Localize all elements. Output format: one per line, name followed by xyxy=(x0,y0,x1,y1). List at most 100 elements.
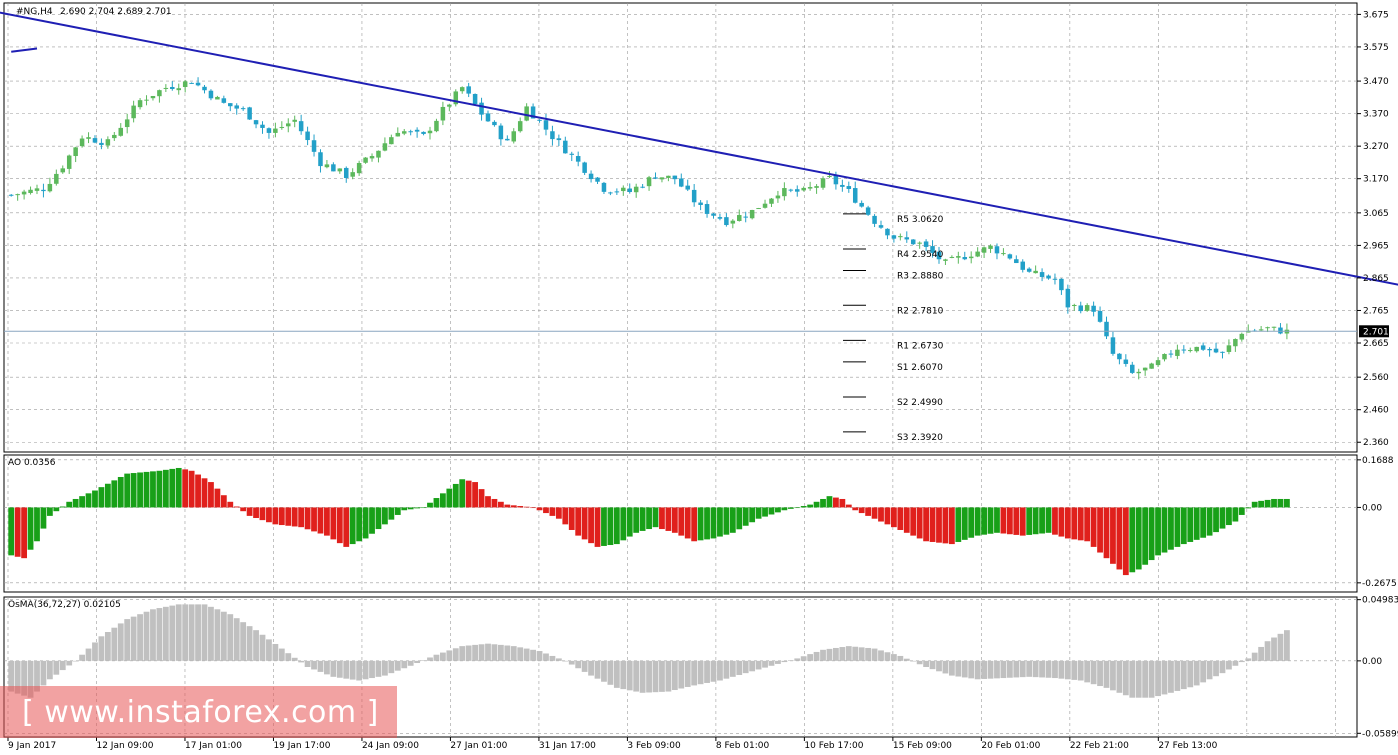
x-tick-label: 22 Feb 21:00 xyxy=(1070,741,1129,751)
ao-bar xyxy=(407,507,414,510)
ao-bar xyxy=(311,507,317,532)
ao-bar xyxy=(1103,507,1110,559)
ao-bar xyxy=(974,507,981,536)
candle-body xyxy=(1007,254,1013,259)
candle-body xyxy=(621,187,626,192)
osma-bar xyxy=(1019,660,1026,678)
candle-body xyxy=(247,107,252,120)
ao-bar xyxy=(549,507,556,516)
osma-bar xyxy=(240,622,247,661)
candle-body xyxy=(485,113,491,122)
ao-bar xyxy=(34,507,40,542)
panel-frame-0 xyxy=(3,2,1358,453)
candle-body xyxy=(653,177,658,179)
osma-bar xyxy=(607,660,614,685)
osma-bar xyxy=(1045,660,1052,678)
osma-bar xyxy=(336,660,343,678)
candle-body xyxy=(124,119,130,128)
osma-bar xyxy=(1039,660,1045,678)
ao-bar xyxy=(1122,507,1129,576)
candle-body xyxy=(511,131,517,142)
ao-bar xyxy=(794,507,801,509)
candle-body xyxy=(66,155,72,169)
ao-bar xyxy=(208,482,214,508)
osma-bar xyxy=(8,660,15,692)
osma-bar xyxy=(1103,660,1110,688)
x-tick-label: 27 Jan 01:00 xyxy=(450,741,507,751)
ao-bar xyxy=(336,507,343,544)
ao-bar xyxy=(1084,507,1091,542)
candle-body xyxy=(34,188,40,191)
osma-bar xyxy=(639,660,646,693)
ao-bar xyxy=(1271,498,1277,508)
osma-bar xyxy=(446,650,453,661)
ao-bar xyxy=(272,507,279,525)
ao-bar xyxy=(150,471,156,508)
osma-bar xyxy=(768,660,775,666)
ao-bar xyxy=(781,507,788,511)
osma-bar xyxy=(324,660,330,675)
osma-bar xyxy=(729,660,736,677)
candle-body xyxy=(266,128,272,133)
ao-bar xyxy=(1006,507,1013,535)
ao-bar xyxy=(46,507,53,516)
candle-body xyxy=(1194,346,1199,352)
ao-bar xyxy=(601,507,607,546)
candle-body xyxy=(41,189,46,192)
osma-bar xyxy=(162,606,169,661)
ao-bar xyxy=(21,507,28,559)
osma-bar xyxy=(124,619,131,661)
candle-body xyxy=(827,176,832,178)
ao-bar xyxy=(285,507,292,526)
osma-bar xyxy=(1026,660,1033,677)
osma-bar xyxy=(613,660,620,688)
osma-bar xyxy=(407,660,414,666)
osma-bar xyxy=(375,660,382,677)
ao-bar xyxy=(291,507,298,527)
ao-bar xyxy=(646,507,652,530)
x-tick-label: 15 Feb 09:00 xyxy=(893,741,952,751)
ao-bar xyxy=(53,507,60,512)
ao-bar xyxy=(356,507,363,542)
osma-bar xyxy=(1213,660,1219,677)
osma-bar xyxy=(620,660,627,690)
ao-bar xyxy=(162,469,169,508)
candle-body xyxy=(99,142,104,145)
osma-bar xyxy=(1219,660,1226,674)
ao-bar xyxy=(961,507,968,540)
ao-bar xyxy=(14,507,21,557)
ao-bar xyxy=(1193,507,1200,540)
osma-bar xyxy=(929,660,936,670)
osma-bar xyxy=(465,645,472,661)
ao-bar xyxy=(349,507,356,545)
y-tick-label: 3.065 xyxy=(1363,209,1389,219)
osma-bar xyxy=(291,657,298,661)
candle-body xyxy=(221,98,227,103)
osma-bar xyxy=(942,660,949,674)
ao-bar xyxy=(1039,507,1045,534)
osma-bar xyxy=(1277,633,1284,661)
osma-bar xyxy=(356,660,363,681)
candle-body xyxy=(550,131,555,140)
osma-bar xyxy=(201,604,208,661)
x-tick-label: 3 Feb 09:00 xyxy=(627,741,681,751)
candle-body xyxy=(872,215,877,224)
ao-bar xyxy=(1245,507,1252,509)
y-tick-label: 3.370 xyxy=(1363,110,1389,120)
ao-bar xyxy=(465,480,472,508)
osma-bar xyxy=(1174,660,1181,691)
ao-bar xyxy=(749,507,756,523)
ao-bar xyxy=(343,507,350,547)
osma-bar xyxy=(459,646,466,661)
ao-bar xyxy=(768,507,775,515)
candle-body xyxy=(775,195,781,199)
ao-bar xyxy=(130,473,137,508)
osma-bar xyxy=(1142,660,1149,698)
candle-body xyxy=(949,256,955,258)
candle-body xyxy=(1168,353,1174,355)
candle-body xyxy=(859,202,864,207)
y-tick-label: 0.00 xyxy=(1362,657,1382,667)
candle-body xyxy=(260,124,265,128)
candle-body xyxy=(685,185,690,190)
ao-bar xyxy=(1187,507,1194,542)
